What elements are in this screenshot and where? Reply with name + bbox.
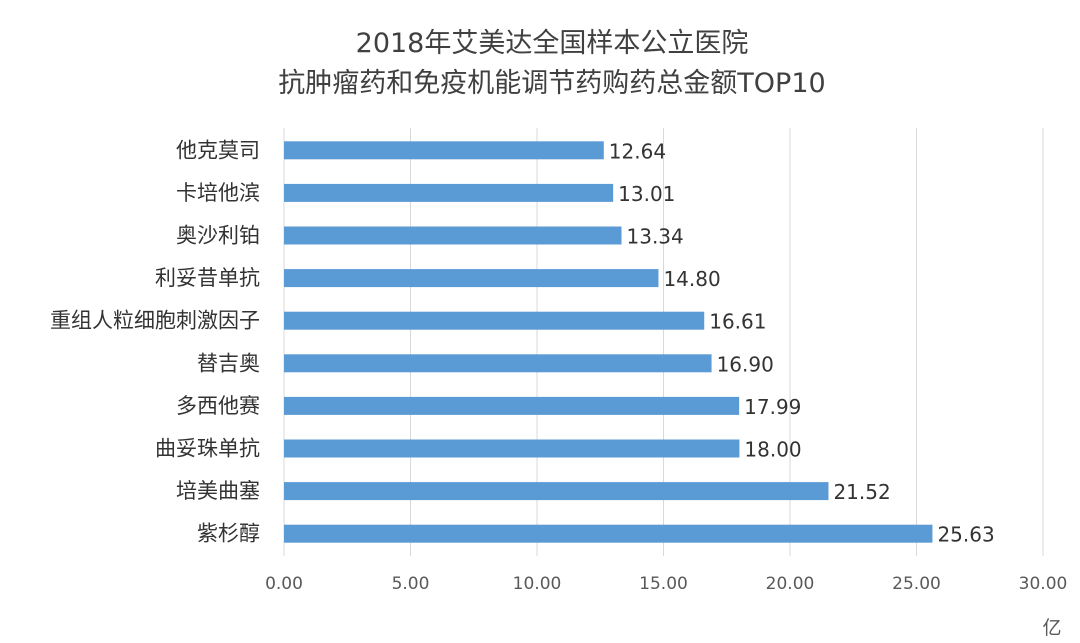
x-tick-label: 30.00 — [1019, 574, 1068, 594]
bar — [284, 269, 659, 288]
data-labels: 12.64 13.01 13.34 14.80 16.61 16.90 17.99 18.00… — [609, 139, 995, 546]
bar — [284, 439, 740, 458]
bars — [284, 141, 933, 543]
x-tick-label: 5.00 — [392, 574, 430, 594]
category-label: 重组人粒细胞刺激因子 — [50, 309, 260, 333]
data-label: 14.80 — [663, 267, 720, 291]
x-tick-label: 0.00 — [265, 574, 303, 594]
x-tick-label: 25.00 — [892, 574, 941, 594]
data-label: 13.01 — [618, 182, 675, 206]
bar — [284, 396, 740, 415]
x-tick-label: 20.00 — [766, 574, 815, 594]
bar — [284, 141, 604, 160]
x-tick-label: 15.00 — [639, 574, 688, 594]
category-label: 培美曲塞 — [176, 479, 260, 503]
category-label: 替吉奥 — [197, 351, 260, 375]
category-label: 曲妥珠单抗 — [155, 437, 260, 461]
category-label: 他克莫司 — [176, 138, 260, 162]
chart-title-line-2: 抗肿瘤药和免疫机能调节药购药总金额TOP10 — [278, 68, 825, 99]
category-label: 卡培他滨 — [176, 181, 260, 205]
category-labels: 他克莫司卡培他滨奥沙利铂利妥昔单抗重组人粒细胞刺激因子替吉奥多西他赛曲妥珠单抗培… — [50, 138, 260, 545]
bar — [284, 226, 622, 245]
chart-title-line-1: 2018年艾美达全国样本公立医院 — [356, 28, 749, 59]
bar — [284, 183, 614, 202]
x-tick-label: 10.00 — [513, 574, 562, 594]
bar — [284, 524, 933, 543]
data-label: 16.61 — [709, 310, 766, 334]
category-label: 奥沙利铂 — [176, 224, 260, 248]
category-label: 利妥昔单抗 — [155, 266, 260, 290]
data-label: 13.34 — [627, 225, 684, 249]
bar — [284, 354, 712, 373]
category-label: 多西他赛 — [176, 394, 260, 418]
x-axis-unit-label: 亿 — [1042, 617, 1061, 639]
data-label: 16.90 — [717, 352, 774, 376]
data-label: 17.99 — [744, 395, 801, 419]
data-label: 12.64 — [609, 139, 666, 163]
data-label: 25.63 — [937, 523, 994, 547]
data-label: 18.00 — [744, 438, 801, 462]
x-axis-ticks: 0.00 5.00 10.00 15.00 20.00 25.00 30.00 — [265, 574, 1067, 594]
category-label: 紫杉醇 — [197, 522, 260, 546]
bar — [284, 482, 829, 501]
data-label: 21.52 — [833, 480, 890, 504]
bar — [284, 311, 705, 330]
